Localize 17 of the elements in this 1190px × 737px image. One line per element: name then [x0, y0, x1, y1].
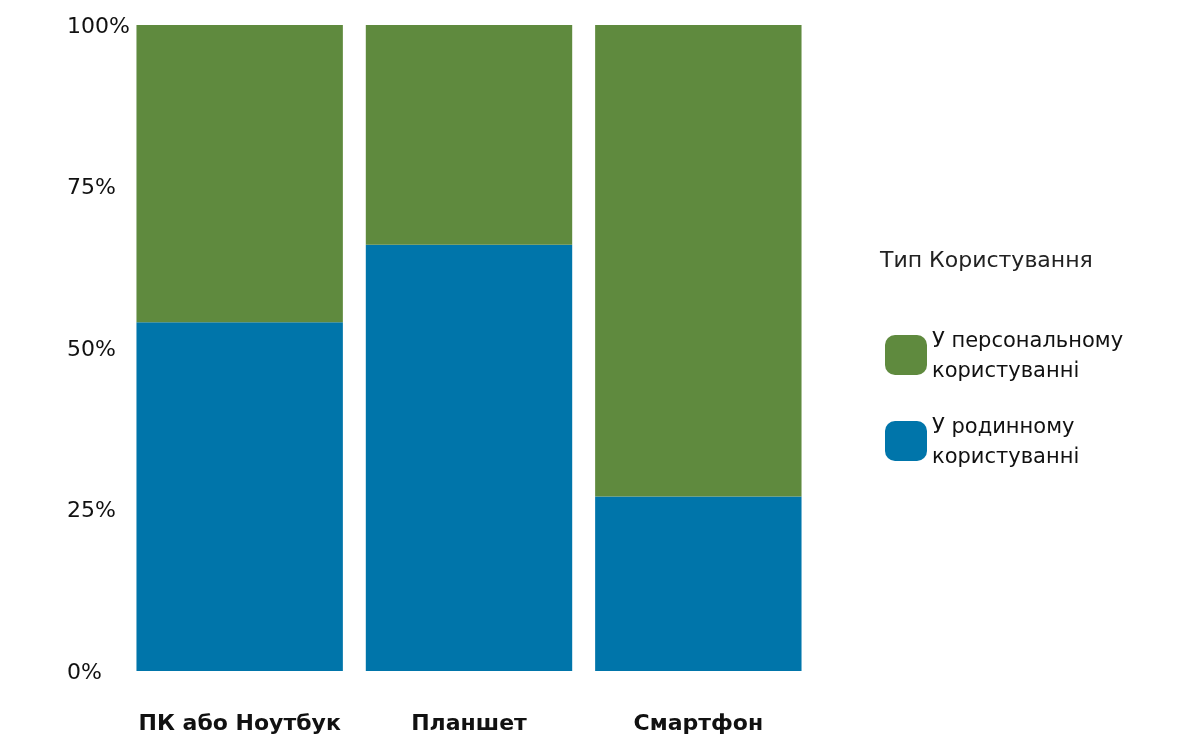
- y-tick-label: 50%: [67, 335, 116, 361]
- bar: [365, 244, 573, 671]
- y-tick-label: 100%: [67, 12, 130, 38]
- y-tick-label: 0%: [67, 658, 102, 684]
- bar: [136, 25, 343, 323]
- bar: [595, 25, 802, 497]
- x-tick-label: Смартфон: [633, 709, 764, 735]
- bar: [136, 322, 343, 671]
- legend-title: Тип Користування: [879, 246, 1093, 272]
- legend-label: У родинному користуванні: [932, 414, 1080, 468]
- y-tick-label: 75%: [67, 174, 116, 199]
- x-tick-label: Планшет: [411, 709, 528, 735]
- bar: [595, 496, 802, 671]
- y-tick-label: 25%: [67, 497, 116, 522]
- x-tick-label: ПК або Ноутбук: [138, 709, 341, 735]
- bar: [365, 25, 573, 245]
- legend-label: У персональному користуванні: [932, 328, 1124, 382]
